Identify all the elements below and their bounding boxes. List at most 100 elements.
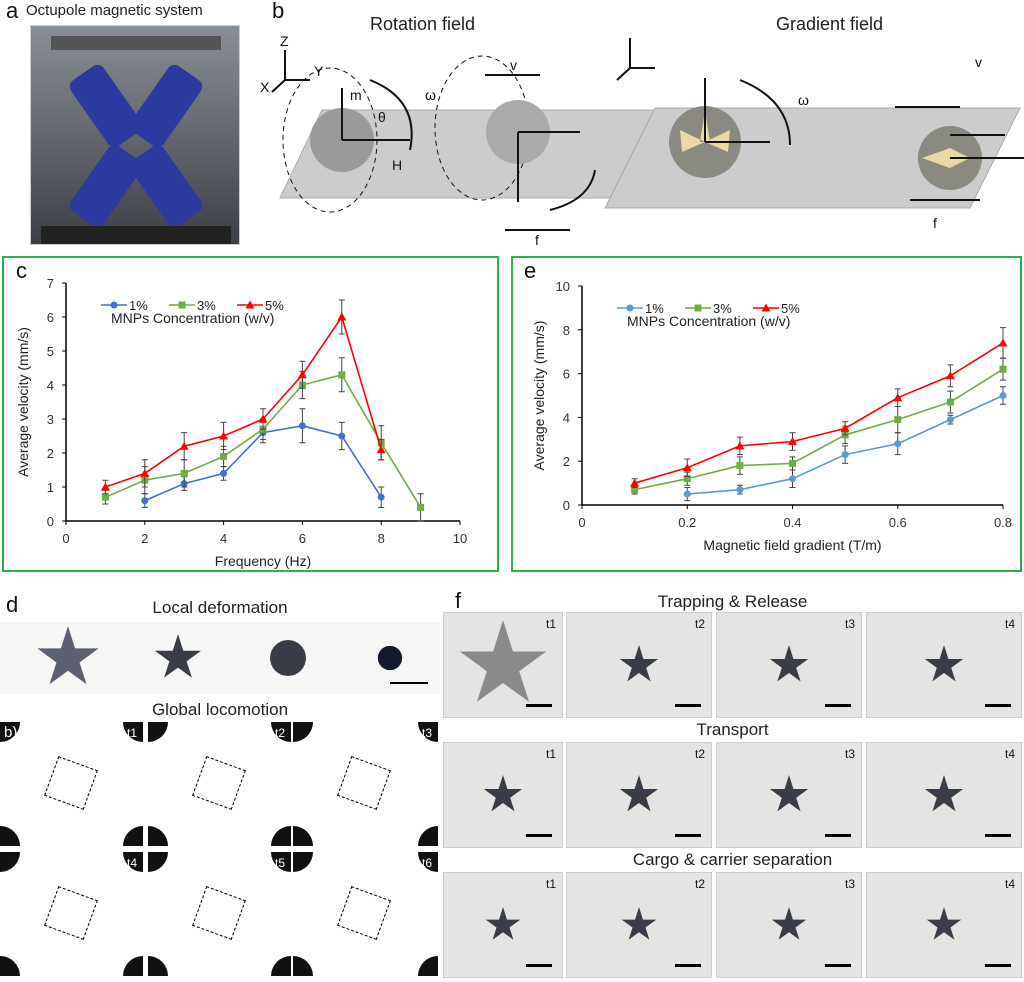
time-label: t2 <box>274 726 285 740</box>
v-label: v <box>510 57 517 73</box>
data-point-3% <box>417 503 425 511</box>
data-point-1% <box>338 432 346 440</box>
scale-bar <box>985 704 1011 707</box>
microscope-frame: t1 <box>443 872 563 978</box>
microscope-frame: t3 <box>716 612 862 718</box>
y-tick-label: 4 <box>563 410 570 425</box>
panel-d-label: d <box>6 592 19 617</box>
legend-label: 3% <box>197 298 216 313</box>
legend-marker <box>761 303 771 312</box>
time-label: t3 <box>844 617 855 631</box>
time-label: t4 <box>1004 877 1015 891</box>
f-label-2: f <box>933 215 937 231</box>
data-point-5% <box>258 414 268 423</box>
data-point-3% <box>631 486 639 494</box>
data-point-1% <box>220 469 228 477</box>
legend-label: 1% <box>645 301 664 316</box>
data-point-3% <box>220 452 228 460</box>
scale-bar <box>825 704 851 707</box>
legend-title: MNPs Concentration (w/v) <box>111 310 274 326</box>
h-vector-label: H <box>392 157 402 173</box>
local-deformation-title: Local deformation <box>152 598 288 617</box>
legend-marker <box>626 304 634 312</box>
data-point-3% <box>946 398 954 406</box>
x-tick-label: 0.2 <box>678 515 696 530</box>
legend-label: 3% <box>713 301 732 316</box>
x-tick-label: 2 <box>141 531 148 546</box>
data-point-3% <box>338 371 346 379</box>
x-tick-label: 0 <box>578 515 585 530</box>
y-tick-label: 8 <box>563 323 570 338</box>
microscope-frame: t2 <box>566 742 712 848</box>
panel-f-label: f <box>455 588 462 613</box>
scale-bar <box>985 834 1011 837</box>
time-label: t3 <box>844 877 855 891</box>
scale-bar <box>675 834 701 837</box>
locomotion-frame: t2 <box>148 722 291 846</box>
v-label-2: v <box>975 54 982 70</box>
time-label: t3 <box>421 726 432 740</box>
scale-bar <box>825 964 851 967</box>
time-label: t1 <box>126 726 137 740</box>
legend-label: 5% <box>265 298 284 313</box>
data-point-5% <box>376 445 386 454</box>
legend-marker <box>245 300 255 309</box>
data-point-3% <box>180 469 188 477</box>
path-trace <box>44 886 98 940</box>
microscope-frame: t4 <box>866 612 1022 718</box>
y-tick-label: 3 <box>47 412 54 427</box>
y-tick-label: 6 <box>47 310 54 325</box>
octupole-system-photo <box>30 25 240 245</box>
scale-bar <box>675 964 701 967</box>
series-line-5% <box>105 315 382 488</box>
panel-c-label: c <box>16 258 27 283</box>
legend-marker <box>110 301 118 309</box>
scale-bar <box>825 834 851 837</box>
legend-marker <box>178 301 186 309</box>
x-axis-title: Frequency (Hz) <box>215 553 311 569</box>
axis-x-label: X <box>260 79 270 95</box>
scale-bar <box>526 964 552 967</box>
x-tick-label: 0.6 <box>889 515 907 530</box>
microscope-frame: t1 <box>443 742 563 848</box>
locomotion-frame: t5 <box>148 852 291 976</box>
panel-a-label: a <box>6 0 19 23</box>
scale-bar <box>526 704 552 707</box>
chart-e: 0 0.2 0.4 0.6 0.8 0 2 4 6 8 10 Magnetic field gradi… <box>531 279 1012 553</box>
microscope-frame: t3 <box>716 872 862 978</box>
axis-z-label: Z <box>280 33 289 49</box>
data-point-1% <box>377 493 385 501</box>
data-point-1% <box>736 486 744 494</box>
data-point-5% <box>893 393 903 402</box>
data-point-5% <box>140 468 150 477</box>
panel-c-frame <box>2 256 499 572</box>
deformation-strip <box>0 622 440 694</box>
y-tick-label: 6 <box>563 367 570 382</box>
x-tick-label: 8 <box>378 531 385 546</box>
path-trace <box>44 756 98 810</box>
omega-label-2: ω <box>798 92 809 108</box>
data-point-1% <box>298 422 306 430</box>
microscope-frame: t2 <box>566 872 712 978</box>
data-point-5% <box>788 436 797 445</box>
y-tick-label: 2 <box>47 446 54 461</box>
microscope-frame: t3 <box>716 742 862 848</box>
sub-b-label: b) <box>4 724 18 741</box>
y-tick-label: 0 <box>563 498 570 513</box>
data-point-3% <box>101 493 109 501</box>
data-point-5% <box>630 478 640 487</box>
data-point-3% <box>789 459 796 467</box>
y-axis-title: Average velocity (mm/s) <box>531 321 547 471</box>
legend-label: 5% <box>781 301 800 316</box>
data-point-3% <box>736 462 744 470</box>
x-tick-label: 0.4 <box>783 515 801 530</box>
y-axis-title: Average velocity (mm/s) <box>15 327 31 477</box>
data-point-3% <box>999 365 1007 373</box>
y-tick-label: 2 <box>563 454 570 469</box>
y-tick-label: 5 <box>47 344 54 359</box>
data-point-5% <box>100 482 110 491</box>
time-label: t2 <box>694 617 705 631</box>
time-label: t4 <box>1004 747 1015 761</box>
data-point-3% <box>894 416 902 424</box>
m-vector-label: m <box>350 87 362 103</box>
